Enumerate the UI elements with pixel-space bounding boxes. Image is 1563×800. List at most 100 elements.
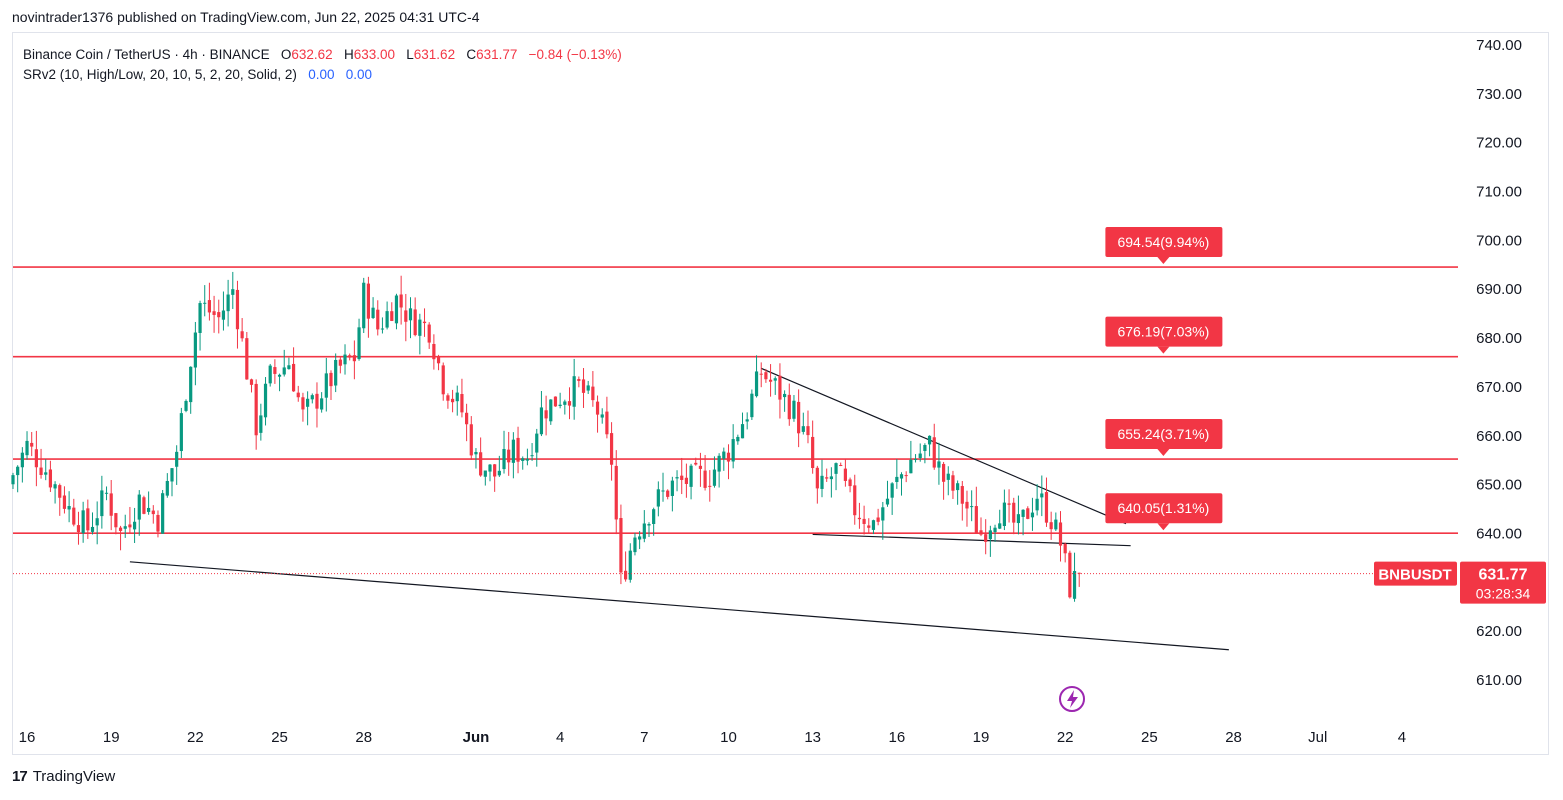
x-tick-label: 4 [1398, 729, 1406, 746]
candle-body [226, 294, 230, 312]
lightning-icon[interactable] [1059, 686, 1085, 712]
candle-body [282, 367, 286, 375]
x-tick-label: Jun [463, 729, 490, 746]
candle-body [853, 485, 857, 516]
candle-body [731, 439, 735, 462]
tradingview-brand: TradingView [32, 768, 116, 785]
candle-body [661, 490, 665, 492]
candle-body [885, 498, 890, 505]
candle-body [502, 448, 506, 470]
candle-body [712, 469, 717, 486]
last-price-labels: BNBUSDT 631.77 03:28:34 [1374, 561, 1546, 604]
candle-body [432, 343, 436, 360]
candle-body [217, 312, 221, 318]
symbol-info: Binance Coin / TetherUS · 4h · BINANCE [23, 47, 270, 62]
candle-body [778, 375, 782, 400]
candle-body [642, 523, 646, 539]
candle-body [904, 475, 908, 477]
candle-body [843, 468, 847, 481]
candle-body [633, 537, 637, 553]
indicator-row[interactable]: SRv2 (10, High/Low, 20, 10, 5, 2, 20, So… [23, 65, 622, 85]
candle-body [694, 462, 698, 465]
candle-body [628, 550, 632, 580]
candle-body [600, 414, 604, 418]
candle-body [109, 493, 113, 516]
trendline-upper-resistance [760, 367, 1127, 525]
candle-body [736, 436, 740, 442]
candle-body [329, 372, 333, 387]
level-label-text: 694.54(9.94%) [1117, 234, 1209, 250]
candle-body [48, 469, 53, 488]
candle-body [979, 530, 983, 535]
candles [11, 271, 1081, 602]
level-label-box [1105, 493, 1223, 524]
candle-body [399, 294, 403, 308]
x-tick-label: 28 [355, 729, 372, 746]
candle-body [58, 485, 62, 498]
candle-body [62, 495, 67, 509]
candle-body [1040, 493, 1044, 498]
y-tick-label: 740.00 [1476, 37, 1522, 54]
candle-body [656, 489, 660, 507]
candle-body [881, 507, 885, 521]
x-tick-label: 19 [103, 729, 120, 746]
candle-body [184, 400, 188, 411]
indicator-name: SRv2 (10, High/Low, 20, 10, 5, 2, 20, So… [23, 67, 297, 82]
candle-body [212, 311, 216, 315]
candle-body [932, 437, 936, 468]
change-value: −0.84 (−0.13%) [528, 47, 622, 62]
candle-body [20, 452, 24, 468]
footer-brand[interactable]: 17 TradingView [12, 768, 115, 785]
candle-body [179, 413, 183, 452]
candle-body [90, 526, 95, 532]
candle-body [899, 474, 904, 479]
candle-body [605, 411, 609, 435]
candle-body [245, 338, 249, 380]
symbol-tag-box [1374, 561, 1457, 586]
candle-body [118, 527, 123, 531]
candle-body [792, 400, 796, 419]
candle-body [371, 307, 375, 319]
candle-body [291, 363, 296, 392]
candle-body [609, 433, 614, 465]
candle-body [221, 310, 226, 320]
candle-body [890, 483, 894, 498]
time-axis: 16 19 22 25 28 Jun 4 7 10 13 16 19 22 25 28 Jul 4 [19, 729, 1406, 746]
candle-body [376, 309, 380, 330]
candle-body [352, 355, 356, 362]
candle-body [193, 332, 197, 368]
candle-body [708, 485, 712, 487]
candle-body [493, 464, 497, 477]
symbol-row: Binance Coin / TetherUS · 4h · BINANCE O… [23, 45, 622, 65]
candle-body [876, 517, 880, 522]
candle-body [535, 433, 539, 453]
candle-body [815, 467, 819, 489]
candle-body [1049, 522, 1053, 530]
candle-body [408, 308, 413, 321]
candle-body [507, 449, 511, 463]
candle-body [203, 302, 207, 304]
candle-body [740, 424, 745, 439]
low-label: L [406, 47, 414, 62]
level-label-pointer [1157, 523, 1170, 531]
candle-body [366, 283, 371, 319]
candle-body [390, 311, 394, 321]
candle-body [1007, 503, 1011, 505]
candle-body [488, 464, 492, 472]
candle-body [1068, 552, 1072, 598]
high-value: 633.00 [353, 47, 395, 62]
candle-body [773, 378, 777, 381]
candle-body [820, 475, 824, 489]
candle-body [619, 518, 623, 573]
candle-body [871, 520, 876, 530]
price-tag-text: 631.77 [1479, 567, 1528, 584]
candle-body [722, 451, 726, 459]
candle-body [404, 310, 408, 322]
candle-body [263, 383, 268, 418]
y-tick-label: 720.00 [1476, 135, 1522, 152]
level-label-text: 640.05(1.31%) [1117, 500, 1209, 516]
candle-body [577, 379, 581, 381]
candle-body [951, 475, 955, 491]
candle-body [867, 525, 871, 528]
